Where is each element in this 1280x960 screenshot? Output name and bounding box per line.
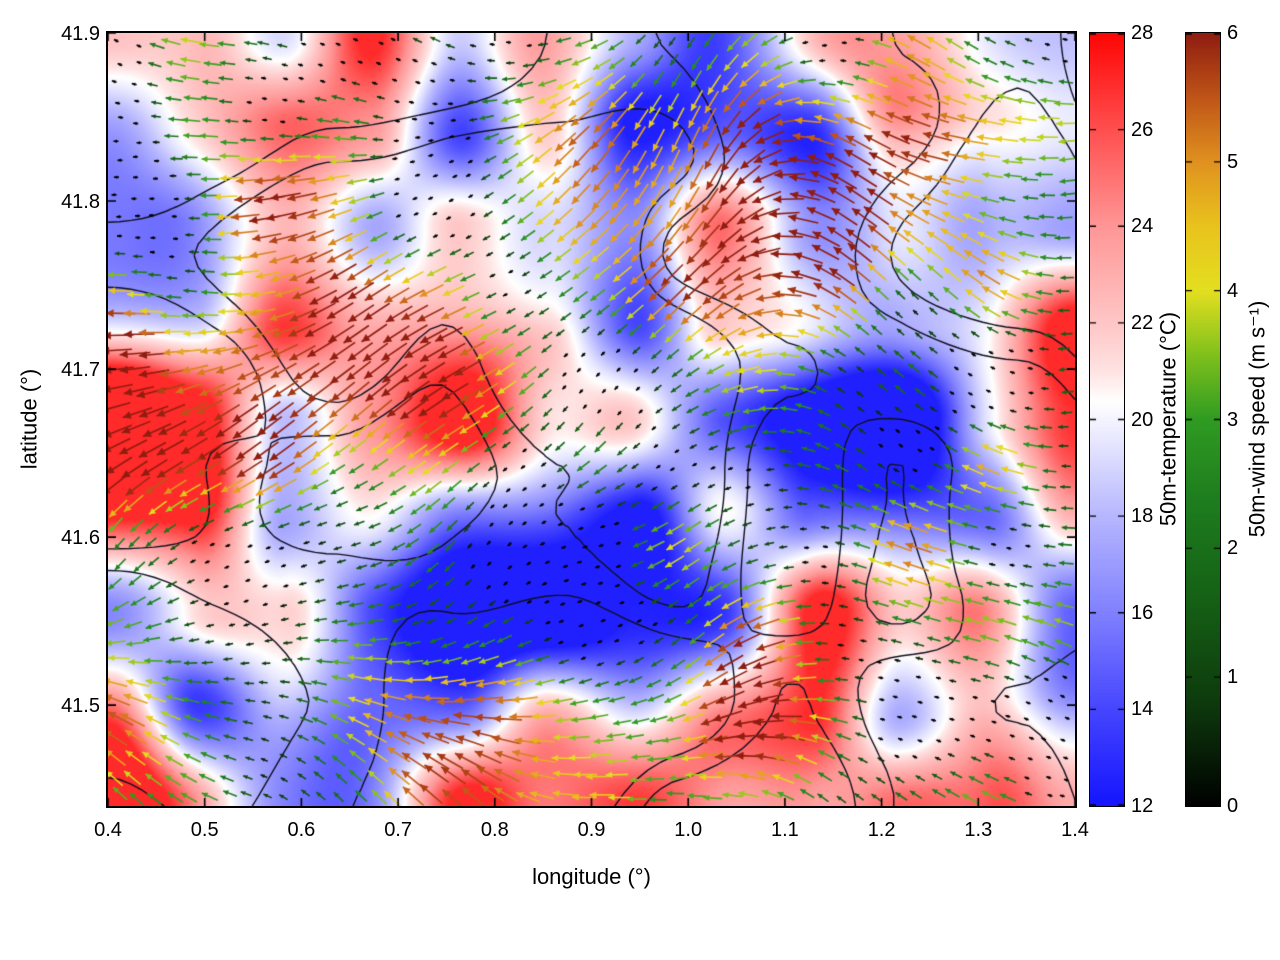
y-tick-label: 41.9 xyxy=(61,23,100,45)
temperature-colorbar xyxy=(1089,32,1125,807)
cbarTtick-label: 12 xyxy=(1131,795,1154,817)
cbarWtick-label: 0 xyxy=(1227,795,1239,817)
cbarTtick-label: 22 xyxy=(1131,311,1154,334)
y-tick-label: 41.6 xyxy=(61,527,100,550)
y-tick-label: 41.5 xyxy=(61,695,100,718)
cbarTtick-label: 24 xyxy=(1131,215,1154,238)
cbarTtick-label: 18 xyxy=(1131,505,1154,528)
x-tick-label: 1.0 xyxy=(674,819,703,841)
y-tick-label: 41.7 xyxy=(61,359,100,382)
map-plot-area xyxy=(106,31,1077,808)
x-tick-label: 1.4 xyxy=(1061,819,1089,841)
x-tick-label: 1.2 xyxy=(867,819,896,841)
x-tick-label: 0.7 xyxy=(384,819,412,841)
cbarWtick-label: 5 xyxy=(1227,150,1239,173)
cbarWtick-label: 4 xyxy=(1227,279,1239,302)
x-tick-label: 0.8 xyxy=(480,819,509,841)
cbarTtick-label: 20 xyxy=(1131,408,1154,431)
cbarWtick-label: 3 xyxy=(1227,408,1239,431)
cbarTtick-label: 26 xyxy=(1131,118,1154,141)
y-tick-label: 41.8 xyxy=(61,191,100,214)
cbarWtick-label: 2 xyxy=(1227,537,1239,560)
cbarTtick-label: 16 xyxy=(1131,601,1154,624)
x-tick-label: 1.1 xyxy=(770,819,799,841)
x-tick-label: 0.9 xyxy=(577,819,606,841)
x-tick-label: 0.6 xyxy=(287,819,316,841)
x-tick-label: 1.3 xyxy=(964,819,993,841)
cbarTtick-label: 14 xyxy=(1131,698,1154,721)
x-tick-label: 0.4 xyxy=(94,819,122,841)
y-axis-label: latitude (°) xyxy=(16,368,42,470)
x-tick-label: 0.5 xyxy=(190,819,219,841)
x-axis-label: longitude (°) xyxy=(532,864,651,889)
temperature-colorbar-label: 50m-temperature (°C) xyxy=(1155,311,1181,527)
wind-speed-colorbar xyxy=(1185,32,1221,807)
wind-speed-colorbar-label: 50m-wind speed (m s⁻¹) xyxy=(1244,300,1270,538)
cbarWtick-label: 6 xyxy=(1227,22,1239,44)
cbarTtick-label: 28 xyxy=(1131,22,1154,44)
cbarWtick-label: 1 xyxy=(1227,666,1239,689)
